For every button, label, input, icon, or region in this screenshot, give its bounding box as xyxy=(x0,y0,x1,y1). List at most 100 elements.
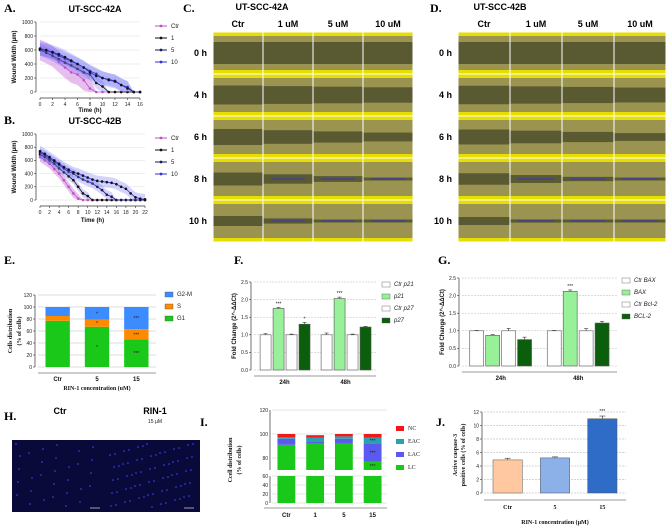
data-point xyxy=(43,152,47,156)
bar-LC-lower xyxy=(306,476,325,503)
nucleus-dot xyxy=(68,466,70,468)
x-tick-label: 10 xyxy=(100,102,106,108)
bar-15 xyxy=(587,418,618,494)
data-point xyxy=(44,48,48,52)
y-axis-label: Fold Change (2^-ΔΔCt) xyxy=(440,289,446,355)
y-tick-label: 10 xyxy=(473,423,479,429)
data-point xyxy=(81,178,85,181)
d-row-label: 4 h xyxy=(439,90,452,100)
x-tick-label: 14 xyxy=(125,102,131,108)
data-point xyxy=(81,174,85,177)
d-tracking-mark xyxy=(518,220,554,222)
x-tick-label: 10 xyxy=(85,210,91,216)
x-tick-label: 14 xyxy=(104,210,110,216)
data-point xyxy=(82,66,86,69)
c-wound-gap xyxy=(263,86,313,104)
legend-label: BAX xyxy=(634,290,647,296)
data-point xyxy=(57,57,61,61)
nucleus-dot xyxy=(90,472,92,474)
data-point xyxy=(63,55,67,59)
y-axis-label: Wound Width (µm) xyxy=(12,141,18,194)
nucleus-dot xyxy=(116,491,118,493)
data-point xyxy=(76,73,79,76)
data-point xyxy=(48,155,51,159)
legend-swatch xyxy=(381,305,391,312)
x-tick-label: 22 xyxy=(142,210,148,216)
y-tick-label: 0 xyxy=(265,501,268,507)
data-point xyxy=(43,159,47,162)
y-tick-label: 8 xyxy=(476,437,479,443)
nucleus-dot xyxy=(18,468,20,470)
x-tick-label: 1 xyxy=(313,513,317,519)
nucleus-dot xyxy=(155,454,157,456)
nucleus-dot xyxy=(140,471,142,473)
data-point xyxy=(76,175,80,179)
y-tick-label: 60 xyxy=(262,474,268,480)
y-tick-label: 0 xyxy=(30,198,33,204)
data-point xyxy=(76,185,80,189)
significance-mark: *** xyxy=(133,351,139,357)
y-tick-label: 200 xyxy=(25,76,34,82)
c-row-label: 6 h xyxy=(194,132,207,142)
data-point xyxy=(67,170,70,173)
nucleus-dot xyxy=(41,461,43,463)
data-point xyxy=(110,181,113,185)
nucleus-dot xyxy=(141,458,143,460)
d-wound-gap xyxy=(510,42,562,64)
x-tick-label: 2 xyxy=(51,102,54,108)
bar-S xyxy=(124,329,149,340)
x-tick-label: 6 xyxy=(76,102,79,108)
bar-p27 xyxy=(359,326,372,371)
nucleus-dot xyxy=(174,499,176,501)
bar-LAC xyxy=(277,438,296,445)
data-point xyxy=(143,198,147,201)
nucleus-dot xyxy=(142,445,144,447)
data-point xyxy=(134,198,137,202)
bar-5 xyxy=(540,457,570,494)
legend-label: S xyxy=(177,304,181,310)
data-point xyxy=(107,78,111,82)
bar-BCL-2 xyxy=(594,322,610,367)
data-point xyxy=(76,62,79,66)
x-tick-label: 24h xyxy=(279,380,290,386)
nucleus-dot xyxy=(171,474,173,476)
data-point xyxy=(110,198,113,202)
nucleus-dot xyxy=(149,468,151,470)
significance-mark: *** xyxy=(133,316,139,322)
nucleus-dot xyxy=(52,496,54,498)
data-point xyxy=(57,60,61,64)
legend-label: Ctr xyxy=(171,24,179,30)
y-tick-label: 0 xyxy=(30,90,33,96)
nucleus-dot xyxy=(192,443,194,445)
y-tick-label: 600 xyxy=(25,48,34,54)
nucleus-dot xyxy=(112,479,114,481)
c-wound-gap xyxy=(313,131,363,143)
data-point xyxy=(44,51,48,55)
bar-Ctr p27 xyxy=(346,334,359,371)
legend-label: Ctr p27 xyxy=(394,306,414,312)
bar-Ctr p21 xyxy=(320,334,333,371)
bar-BAX xyxy=(562,291,578,367)
nucleus-dot xyxy=(172,461,174,463)
c-wound-gap xyxy=(363,42,413,64)
nucleus-dot xyxy=(167,476,169,478)
data-point xyxy=(105,198,109,202)
data-point xyxy=(129,192,132,195)
legend-label: p27 xyxy=(393,318,405,324)
c-column-header: 5 uM xyxy=(328,19,349,29)
data-point xyxy=(86,180,90,183)
c-row-label: 10 h xyxy=(189,216,207,226)
nucleus-dot xyxy=(28,452,30,454)
data-point xyxy=(51,54,54,57)
x-tick-label: 12 xyxy=(112,102,118,108)
nucleus-dot xyxy=(79,501,81,503)
nucleus-dot xyxy=(136,459,138,461)
data-point xyxy=(95,198,99,202)
nucleus-dot xyxy=(15,443,17,445)
bar-Ctr Bcl-2 xyxy=(578,330,594,367)
data-point xyxy=(126,87,129,90)
data-point xyxy=(91,198,94,202)
nucleus-dot xyxy=(150,455,152,457)
d-column-header: 5 uM xyxy=(578,19,599,29)
data-point xyxy=(105,180,109,184)
